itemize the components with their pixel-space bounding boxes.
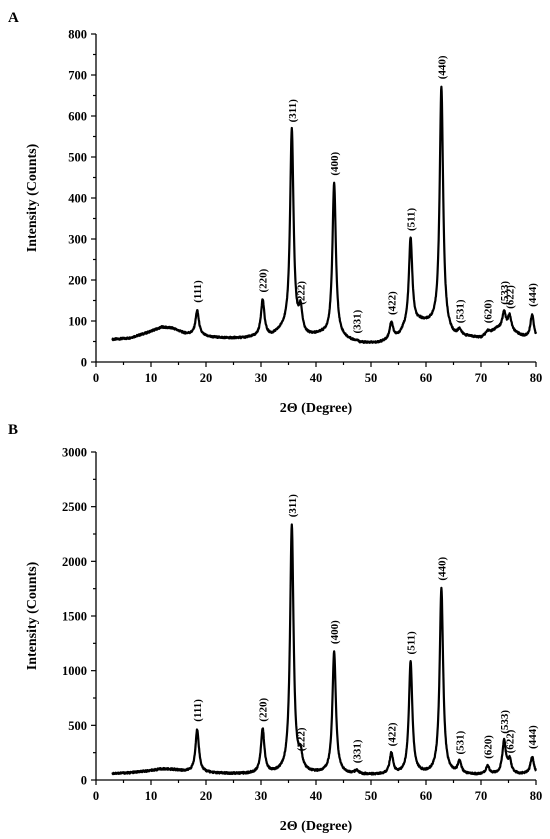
y-axis-title: Intensity (Counts) — [25, 561, 40, 670]
chart-panel-b: B 0 10 20 30 40 50 60 70 80 0 500 1000 1500 2000 2500 30… — [8, 422, 542, 834]
peak-label: (111) — [192, 699, 204, 722]
x-tick-label: 30 — [255, 371, 268, 385]
peak-label: (511) — [406, 207, 418, 231]
x-tick-label: 0 — [93, 371, 99, 385]
x-tick-label: 10 — [145, 789, 158, 803]
peak-label: (440) — [436, 557, 448, 581]
peak-label: (511) — [406, 631, 418, 655]
x-tick-label: 40 — [310, 371, 323, 385]
y-tick-label: 1000 — [62, 664, 87, 678]
peak-label: (220) — [258, 698, 270, 722]
y-tick-label: 2000 — [62, 555, 87, 569]
peak-label: (531) — [455, 730, 467, 754]
panel-letter: A — [8, 10, 19, 26]
x-tick-label: 30 — [255, 789, 268, 803]
y-tick-label: 300 — [68, 233, 87, 247]
y-axis-title: Intensity (Counts) — [25, 143, 40, 252]
peak-label: (620) — [483, 299, 495, 323]
peak-label: (444) — [527, 283, 539, 307]
peak-label: (444) — [527, 725, 539, 749]
y-tick-label: 0 — [81, 774, 87, 788]
x-tick-label: 80 — [530, 371, 543, 385]
x-tick-label: 80 — [530, 789, 543, 803]
y-tick-label: 3000 — [62, 446, 87, 460]
x-axis-title: 2Θ (Degree) — [280, 401, 353, 416]
panel-letter: B — [8, 422, 18, 438]
peak-label: (533) — [499, 710, 511, 734]
peak-label: (331) — [352, 309, 364, 333]
x-tick-label: 10 — [145, 371, 158, 385]
peak-label: (440) — [436, 55, 448, 79]
y-tick-label: 2500 — [62, 500, 87, 514]
peak-label: (422) — [386, 722, 398, 746]
y-tick-label: 800 — [68, 28, 87, 42]
peak-label: (531) — [455, 299, 467, 323]
y-tick-label: 100 — [68, 315, 87, 329]
x-tick-label: 40 — [310, 789, 323, 803]
xrd-trace — [111, 85, 538, 344]
y-tick-label: 500 — [68, 719, 87, 733]
peak-label: (222) — [296, 727, 308, 751]
y-tick-label: 400 — [68, 192, 87, 206]
x-tick-label: 60 — [420, 789, 433, 803]
peak-label: (400) — [329, 620, 341, 644]
xrd-trace — [111, 523, 537, 776]
x-tick-label: 50 — [365, 371, 378, 385]
peak-label: (622) — [505, 729, 517, 753]
x-tick-label: 70 — [475, 789, 488, 803]
x-tick-label: 20 — [200, 371, 213, 385]
peak-label: (533) — [499, 281, 511, 305]
x-tick-label: 50 — [365, 789, 378, 803]
y-tick-label: 200 — [68, 274, 87, 288]
peak-label: (220) — [258, 268, 270, 292]
peak-label: (311) — [287, 494, 299, 518]
peak-label: (222) — [296, 281, 308, 305]
peak-label: (311) — [287, 99, 299, 123]
y-tick-label: 1500 — [62, 610, 87, 624]
y-tick-label: 600 — [68, 110, 87, 124]
x-tick-label: 20 — [200, 789, 213, 803]
y-tick-label: 0 — [81, 356, 87, 370]
peak-label: (622) — [505, 285, 517, 309]
peak-label: (422) — [386, 291, 398, 315]
y-tick-label: 700 — [68, 69, 87, 83]
x-tick-label: 0 — [93, 789, 99, 803]
y-tick-label: 500 — [68, 151, 87, 165]
x-tick-label: 70 — [475, 371, 488, 385]
x-tick-label: 60 — [420, 371, 433, 385]
peak-label: (111) — [192, 280, 204, 303]
peak-label: (620) — [483, 735, 495, 759]
peak-label: (331) — [352, 739, 364, 763]
peak-label: (400) — [329, 151, 341, 175]
x-axis-title: 2Θ (Degree) — [280, 819, 353, 834]
chart-panel-a: A0 10 20 30 40 50 60 70 800100200300400500600700… — [8, 10, 542, 416]
